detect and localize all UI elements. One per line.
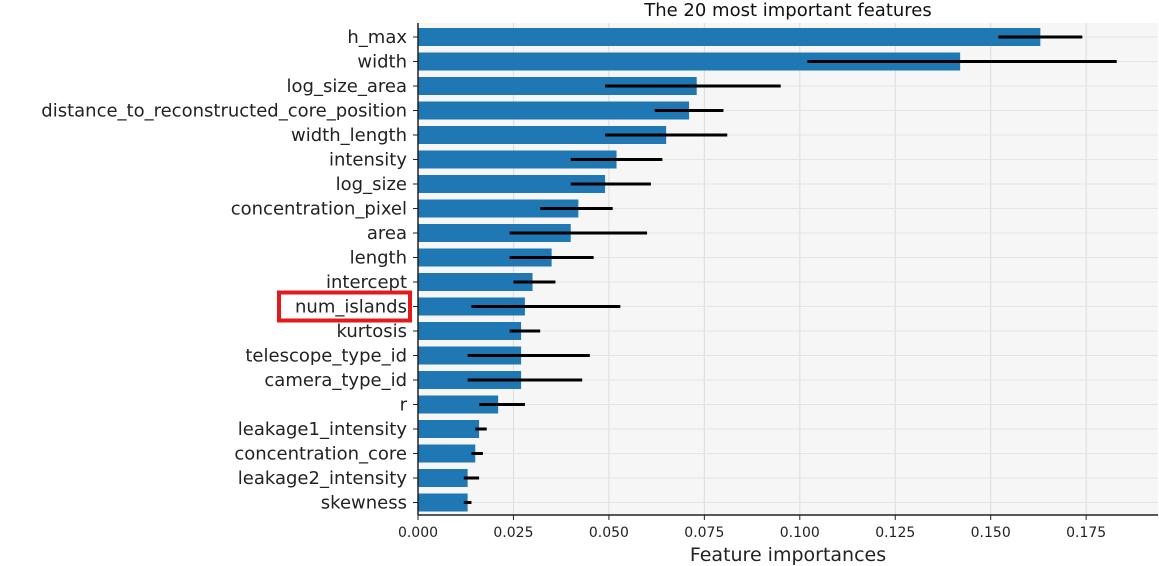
x-tick-label: 0.050 — [589, 525, 629, 541]
bar-h_max — [418, 28, 1041, 46]
category-label-concentration_core: concentration_core — [234, 444, 407, 465]
bar-log_size_area — [418, 77, 697, 95]
bar-area — [418, 224, 571, 242]
category-label-concentration_pixel: concentration_pixel — [231, 199, 407, 220]
category-label-kurtosis: kurtosis — [336, 321, 407, 342]
x-tick-label: 0.075 — [684, 525, 724, 541]
category-label-intensity: intensity — [329, 150, 407, 171]
bar-intensity — [418, 150, 617, 169]
bars — [418, 28, 1041, 512]
bar-width_length — [418, 126, 667, 144]
bar-length — [418, 248, 552, 267]
category-label-leakage1_intensity: leakage1_intensity — [238, 419, 408, 440]
category-label-log_size: log_size — [336, 174, 407, 195]
bar-leakage1_intensity — [418, 420, 480, 438]
category-label-area: area — [367, 223, 407, 244]
error-bars — [463, 35, 1117, 504]
x-tick-label: 0.025 — [493, 525, 533, 541]
category-label-num_islands: num_islands — [295, 297, 407, 318]
bar-width — [418, 52, 961, 71]
bar-distance_to_reconstructed_core_position — [418, 101, 690, 120]
x-ticks: 0.000 0.025 0.050 0.075 0.100 0.125 0.150 0.175 — [398, 515, 1106, 541]
plot-background — [418, 23, 1158, 515]
category-label-leakage2_intensity: leakage2_intensity — [238, 468, 408, 489]
category-label-intercept: intercept — [326, 272, 407, 293]
category-label-width_length: width_length — [291, 125, 407, 146]
x-tick-label: 0.100 — [780, 525, 820, 541]
bar-leakage2_intensity — [418, 469, 468, 487]
bar-concentration_core — [418, 444, 476, 463]
bar-r — [418, 395, 499, 414]
category-label-distance_to_reconstructed_core_position: distance_to_reconstructed_core_position — [41, 101, 407, 122]
category-label-skewness: skewness — [321, 493, 407, 514]
bar-intercept — [418, 273, 533, 291]
bar-concentration_pixel — [418, 199, 579, 218]
chart-title: The 20 most important features — [643, 0, 932, 21]
category-label-log_size_area: log_size_area — [287, 76, 407, 97]
x-tick-label: 0.125 — [875, 525, 915, 541]
category-label-r: r — [400, 395, 408, 416]
bar-skewness — [418, 493, 468, 512]
x-tick-label: 0.175 — [1066, 525, 1106, 541]
x-tick-label: 0.150 — [971, 525, 1011, 541]
category-label-width: width — [357, 52, 407, 73]
category-label-telescope_type_id: telescope_type_id — [245, 346, 407, 367]
x-axis-title: Feature importances — [690, 544, 886, 566]
category-label-length: length — [350, 248, 407, 269]
category-label-camera_type_id: camera_type_id — [264, 370, 407, 391]
highlight-box — [277, 290, 412, 323]
bar-kurtosis — [418, 322, 522, 340]
bar-log_size — [418, 175, 606, 193]
x-tick-label: 0.000 — [398, 525, 438, 541]
category-label-h_max: h_max — [347, 27, 407, 48]
